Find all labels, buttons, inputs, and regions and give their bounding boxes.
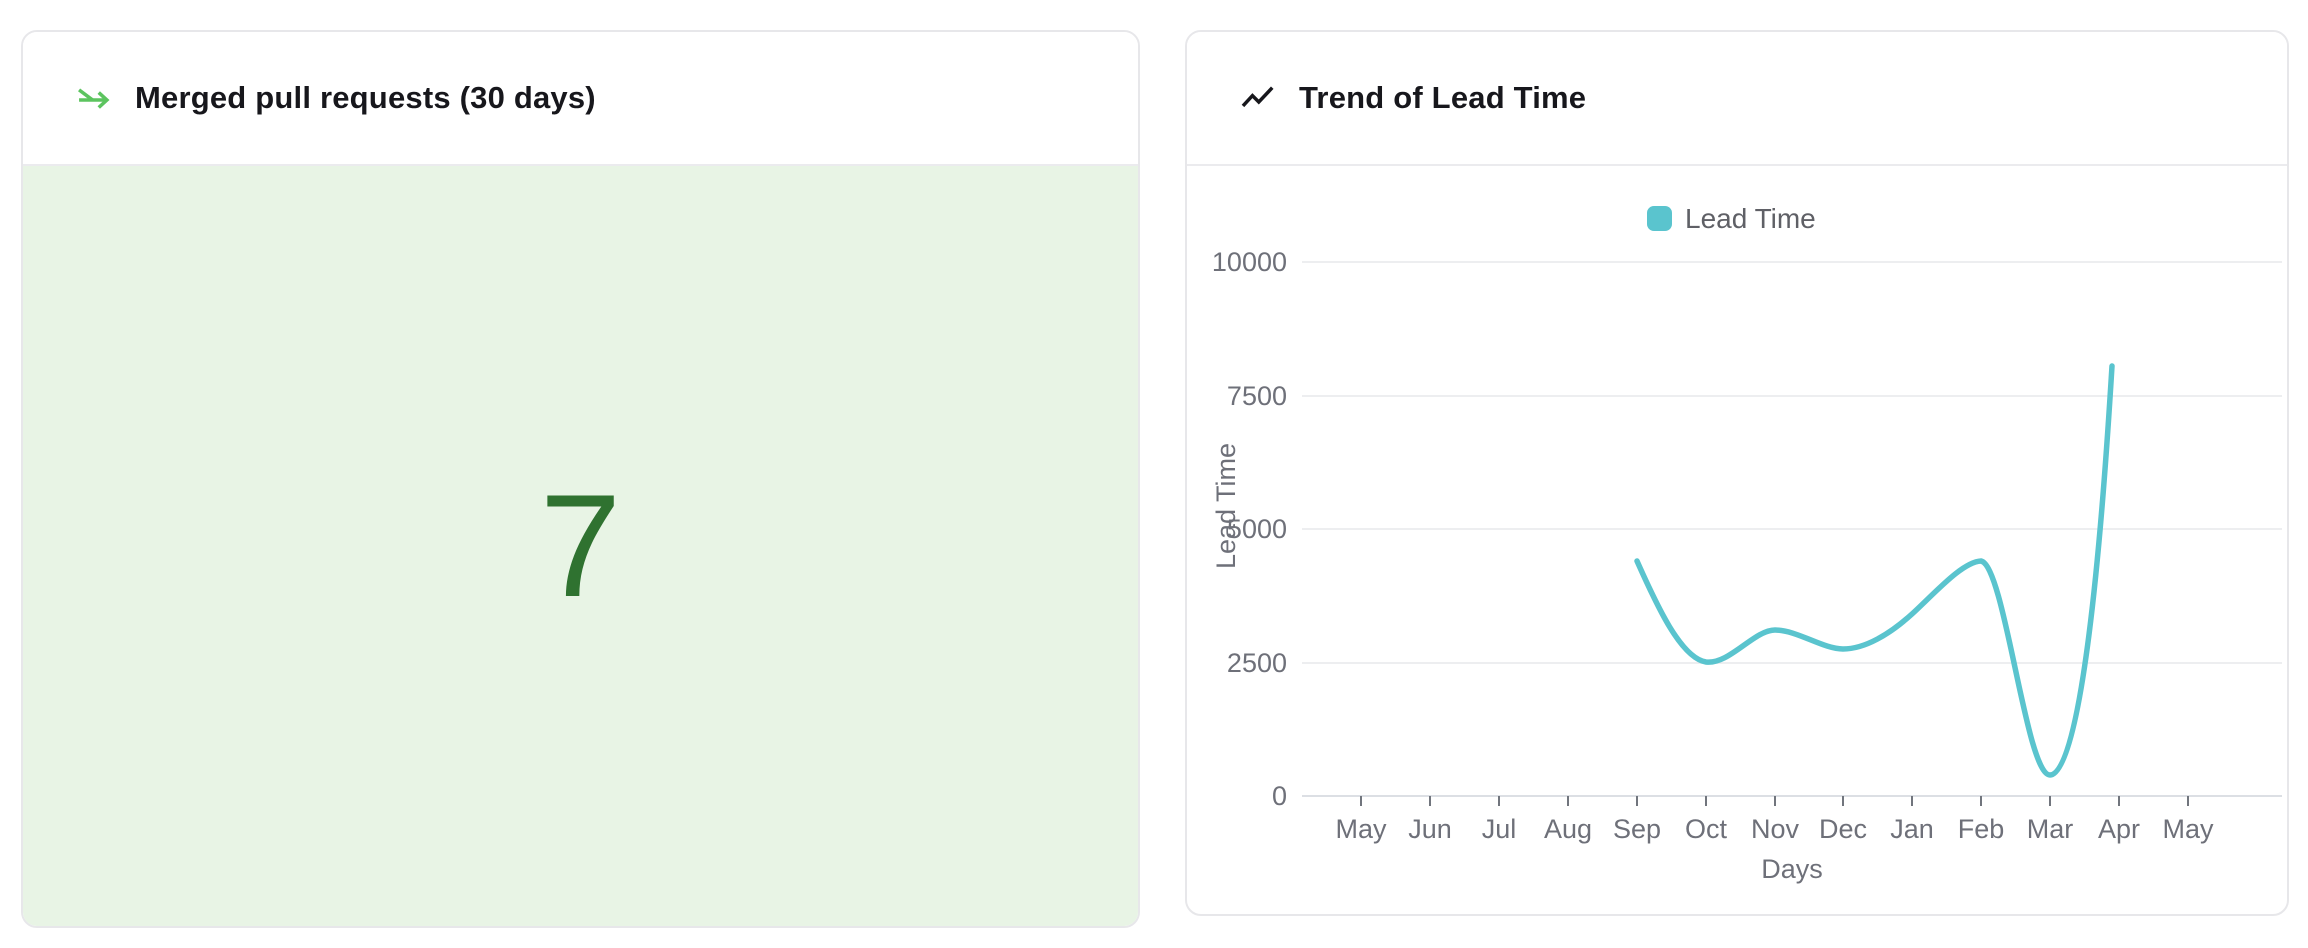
x-tick-apr: Apr <box>2098 814 2140 844</box>
y-tick-10000: 10000 <box>1212 247 1287 277</box>
merged-pull-requests-header: Merged pull requests (30 days) <box>23 32 1138 166</box>
x-tick-jan: Jan <box>1890 814 1934 844</box>
legend-swatch-lead-time[interactable] <box>1647 206 1672 231</box>
x-tick-feb: Feb <box>1958 814 2005 844</box>
y-tick-0: 0 <box>1272 781 1287 811</box>
lead-time-trend-title: Trend of Lead Time <box>1299 80 1587 115</box>
trending-up-icon <box>1239 79 1277 117</box>
legend-label-lead-time[interactable]: Lead Time <box>1685 203 1816 234</box>
lead-time-trend-header: Trend of Lead Time <box>1187 32 2287 166</box>
x-tick-may-1: May <box>1335 814 1387 844</box>
chart-legend[interactable]: Lead Time <box>1647 203 1816 234</box>
x-tick-may-2: May <box>2162 814 2214 844</box>
merged-pull-requests-card: Merged pull requests (30 days) 7 <box>21 30 1140 928</box>
lead-time-line <box>1634 363 2115 778</box>
y-tick-5000: 5000 <box>1227 514 1287 544</box>
x-tick-dec: Dec <box>1819 814 1867 844</box>
x-axis-labels: May Jun Jul Aug Sep Oct Nov Dec Jan Feb … <box>1335 814 2214 844</box>
x-tick-sep: Sep <box>1613 814 1661 844</box>
y-axis-labels: 10000 7500 5000 2500 0 <box>1212 247 1287 811</box>
x-tick-mar: Mar <box>2027 814 2074 844</box>
x-axis-title: Days <box>1761 854 1823 884</box>
x-tick-aug: Aug <box>1544 814 1592 844</box>
y-axis-title: Lead Time <box>1211 443 1241 569</box>
merged-pull-requests-title: Merged pull requests (30 days) <box>135 80 596 115</box>
x-tick-jun: Jun <box>1408 814 1452 844</box>
merged-pull-requests-body: 7 <box>23 166 1138 926</box>
git-merge-icon <box>75 79 113 117</box>
lead-time-chart: Lead Time 10000 7500 5000 2500 0 <box>1211 203 2282 884</box>
x-tick-jul: Jul <box>1482 814 1517 844</box>
x-tick-nov: Nov <box>1751 814 1800 844</box>
lead-time-chart-area: Lead Time 10000 7500 5000 2500 0 <box>1187 166 2287 914</box>
y-tick-2500: 2500 <box>1227 648 1287 678</box>
y-tick-7500: 7500 <box>1227 381 1287 411</box>
merged-pull-requests-count: 7 <box>539 464 622 627</box>
x-tick-oct: Oct <box>1685 814 1728 844</box>
lead-time-trend-card: Trend of Lead Time Lead Time 100 <box>1185 30 2289 916</box>
grid-lines <box>1302 261 2282 664</box>
x-axis <box>1302 795 2282 806</box>
